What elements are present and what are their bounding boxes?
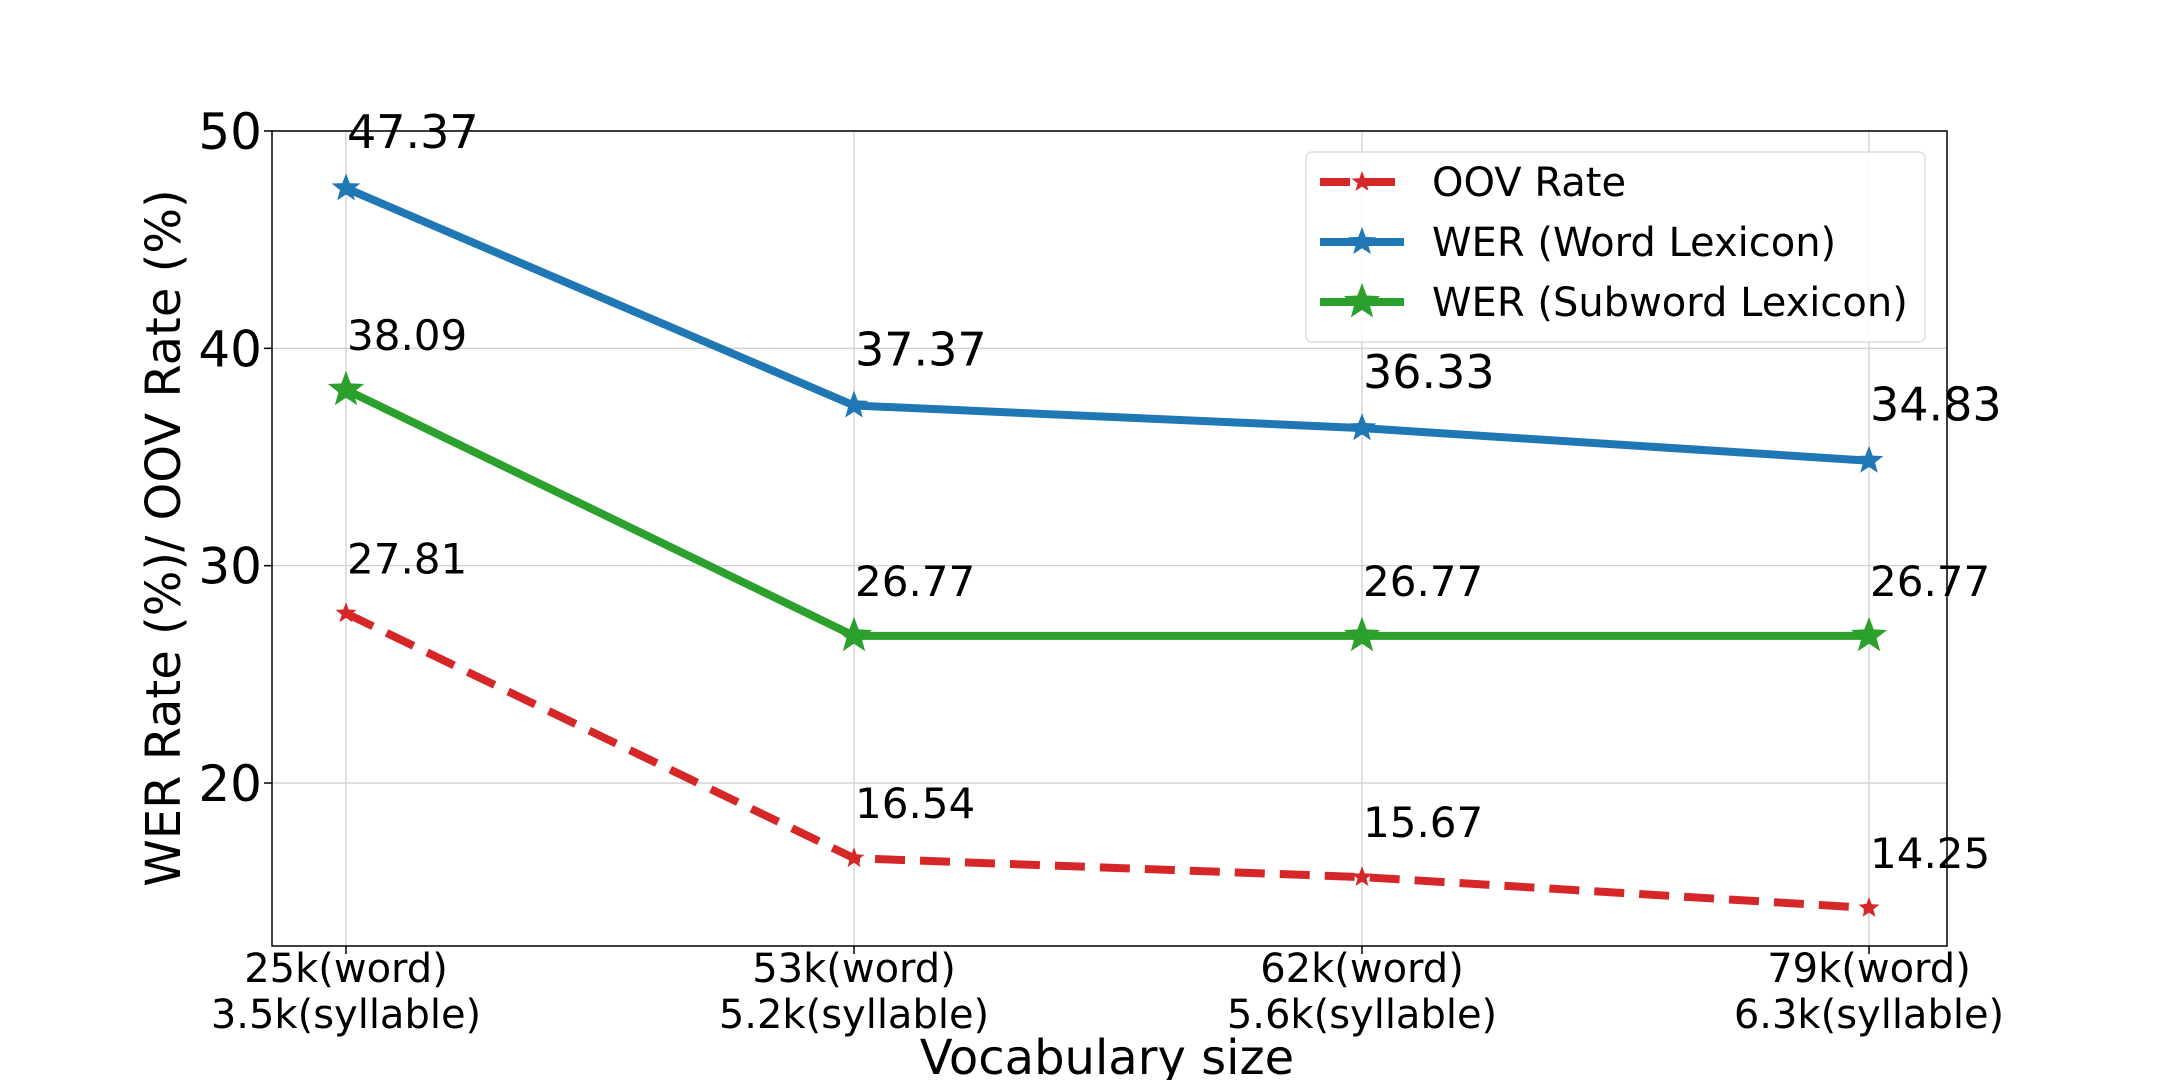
wer-word-lexicon-data-label: 36.33 (1363, 345, 1495, 399)
y-tick-label: 50 (198, 103, 262, 161)
oov-rate-marker (843, 847, 865, 868)
y-axis-label: WER Rate (%)/ OOV Rate (%) (136, 189, 192, 886)
x-tick-label: 62k(word) (1260, 946, 1464, 992)
wer-subword-lexicon-marker (1850, 616, 1888, 652)
oov-rate-data-label: 27.81 (347, 534, 467, 583)
oov-rate-marker (335, 602, 357, 623)
x-tick-label: 53k(word) (752, 946, 956, 992)
x-tick-label: 3.5k(syllable) (211, 992, 481, 1038)
plot-frame (271, 130, 1948, 947)
wer-word-lexicon-line (344, 184, 1870, 465)
wer-subword-lexicon-data-label: 38.09 (347, 311, 467, 360)
wer-subword-lexicon-marker (835, 616, 873, 652)
oov-rate-legend-label: OOV Rate (1432, 160, 1626, 206)
y-tick-label: 20 (198, 755, 262, 813)
wer-word-lexicon-legend-label: WER (Word Lexicon) (1432, 220, 1836, 266)
x-tick-label: 79k(word) (1767, 946, 1971, 992)
x-tick-label: 5.6k(syllable) (1227, 992, 1497, 1038)
series-layer (327, 173, 1888, 917)
wer-word-lexicon-marker (1854, 445, 1884, 473)
data-label-layer: 27.81 16.54 15.67 14.25 47.37 37.37 36.33 34.83… (347, 105, 2002, 878)
y-tick-label: 40 (198, 320, 262, 378)
wer-subword-lexicon-legend-marker (1343, 283, 1381, 318)
wer-subword-lexicon-line (344, 386, 1869, 640)
wer-subword-lexicon-legend-label: WER (Subword Lexicon) (1432, 280, 1908, 326)
y-tick-label: 30 (198, 538, 262, 596)
x-tick-label: 6.3k(syllable) (1734, 992, 2004, 1038)
oov-rate-marker (1351, 866, 1373, 886)
oov-rate-data-label: 16.54 (855, 779, 975, 828)
wer-word-lexicon-marker (839, 390, 869, 418)
legend-frame (1305, 151, 1926, 343)
legend: OOV Rate WER (Word Lexicon) WER (Subword L… (1305, 151, 1926, 343)
wer-word-lexicon-data-label: 37.37 (855, 322, 987, 376)
wer-word-lexicon-legend-marker (1347, 227, 1377, 255)
wer-subword-lexicon-marker (1343, 616, 1381, 652)
wer-subword-lexicon-data-label: 26.77 (1870, 557, 1990, 606)
x-axis-label: Vocabulary size (920, 1030, 1294, 1080)
oov-rate-line (344, 609, 1870, 912)
wer-word-lexicon-marker (1347, 413, 1377, 441)
oov-rate-marker (1858, 897, 1880, 917)
tick-layer: 25k(word)3.5k(syllable) 53k(word)5.2k(syl… (198, 103, 2004, 1038)
wer-word-lexicon-data-label: 47.37 (347, 105, 479, 159)
wer-subword-lexicon-data-label: 26.77 (855, 557, 975, 606)
wer-subword-lexicon-data-label: 26.77 (1363, 557, 1483, 606)
x-tick-label: 25k(word) (244, 946, 448, 992)
wer-subword-lexicon-marker (327, 370, 365, 406)
x-tick-label: 5.2k(syllable) (719, 992, 989, 1038)
wer-word-lexicon-marker (331, 173, 361, 201)
oov-rate-data-label: 14.25 (1870, 829, 1990, 878)
oov-rate-legend-marker (1351, 171, 1373, 191)
wer-word-lexicon-data-label: 34.83 (1870, 378, 2002, 432)
oov-rate-data-label: 15.67 (1363, 798, 1483, 847)
